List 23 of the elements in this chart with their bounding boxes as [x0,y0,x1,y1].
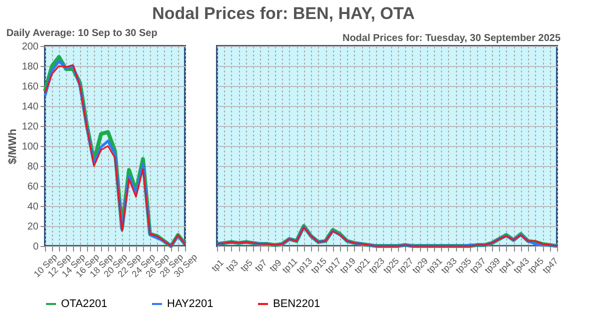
y-tick-label: 100 [22,142,39,152]
y-tick-label: 20 [27,222,39,232]
y-tick-label: 160 [22,82,39,92]
x-tick-label: tp3 [224,258,240,274]
x-tick-label: tp1 [210,258,226,274]
y-tick-label: 60 [27,182,39,192]
chart-subtitle: Nodal Prices for: Tuesday, 30 September 2025 [342,33,561,44]
legend-label: HAY2201 [167,298,214,310]
legend-label: BEN2201 [273,298,320,310]
x-tick-label: tp5 [238,258,254,274]
y-tick-label: 120 [22,122,39,132]
y-tick-label: 180 [22,62,39,72]
legend-label: OTA2201 [61,298,108,310]
y-tick-label: 140 [22,102,39,112]
chart-subtitle: Daily Average: 10 Sep to 30 Sep [6,28,158,39]
y-axis-title: $/MWh [6,128,19,164]
y-tick-label: 200 [22,42,39,52]
y-tick-label: 0 [32,242,39,252]
y-tick-label: 40 [27,202,39,212]
x-tick-label: tp9 [267,258,284,274]
y-tick-label: 80 [27,162,39,172]
x-tick-label: tp7 [252,258,269,274]
text: Nodal Prices for: BEN, HAY, OTA [152,4,415,23]
